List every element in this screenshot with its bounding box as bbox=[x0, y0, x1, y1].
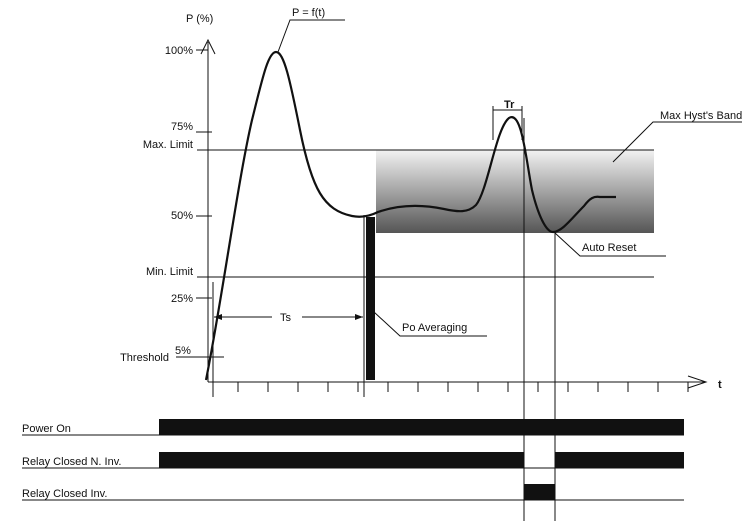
tick-label-75: 75% bbox=[171, 121, 193, 133]
po-averaging-bar bbox=[366, 217, 375, 380]
power-curve bbox=[204, 50, 616, 381]
relay-inv-active-bar bbox=[524, 484, 555, 500]
y-axis-label: P (%) bbox=[186, 13, 213, 25]
max-limit-label: Max. Limit bbox=[143, 139, 193, 151]
tr-label: Tr bbox=[504, 99, 515, 111]
ts-label: Ts bbox=[280, 312, 292, 324]
power-on-label: Power On bbox=[22, 423, 71, 435]
ts-arrow-right bbox=[355, 314, 363, 320]
tick-label-5: 5% bbox=[175, 345, 191, 357]
x-axis-label: t bbox=[718, 379, 722, 391]
max-hyst-band-leader bbox=[612, 121, 742, 163]
x-axis-arrow bbox=[687, 375, 708, 389]
tick-label-25: 25% bbox=[171, 293, 193, 305]
max-hysteresis-band bbox=[376, 150, 654, 233]
po-averaging-leader bbox=[373, 311, 487, 337]
tick-label-50: 50% bbox=[171, 210, 193, 222]
relay-n-inv-label: Relay Closed N. Inv. bbox=[22, 456, 121, 468]
y-axis-arrow bbox=[200, 38, 216, 55]
tick-label-100: 100% bbox=[165, 45, 193, 57]
curve-label-leader bbox=[277, 19, 345, 53]
po-averaging-label: Po Averaging bbox=[402, 322, 467, 334]
max-hyst-band-label: Max Hyst's Band bbox=[660, 110, 742, 122]
min-limit-label: Min. Limit bbox=[146, 266, 193, 278]
relay-n-inv-active-bar-2 bbox=[555, 452, 684, 468]
auto-reset-label: Auto Reset bbox=[582, 242, 636, 254]
relay-inv-label: Relay Closed Inv. bbox=[22, 488, 107, 500]
relay-n-inv-active-bar-1 bbox=[159, 452, 524, 468]
x-axis-ticks bbox=[237, 382, 689, 392]
auto-reset-leader bbox=[554, 232, 666, 257]
power-on-active-bar bbox=[159, 419, 684, 435]
threshold-label: Threshold bbox=[120, 352, 169, 364]
curve-label: P = f(t) bbox=[292, 7, 325, 19]
